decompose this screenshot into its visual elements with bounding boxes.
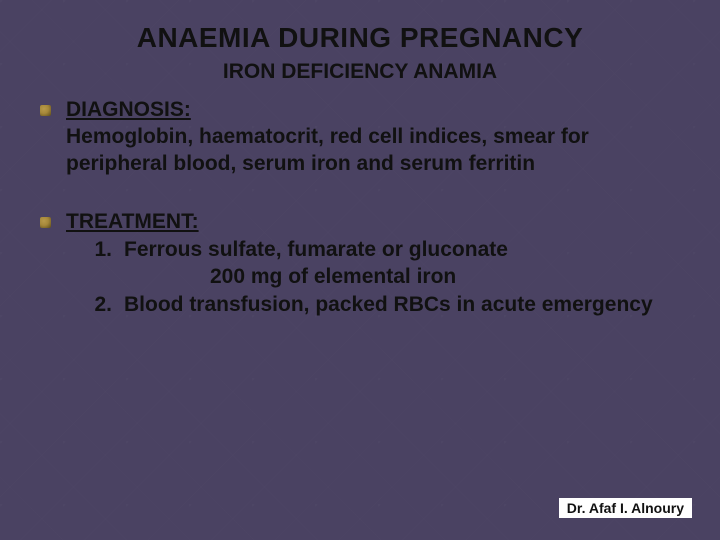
list-item: 1. Ferrous sulfate, fumarate or gluconat… [90,236,680,264]
list-subline: 200 mg of elemental iron [90,263,680,291]
author-badge: Dr. Afaf I. Alnoury [559,498,692,518]
treatment-heading: TREATMENT: [66,210,680,234]
list-text: Blood transfusion, packed RBCs in acute … [124,291,680,319]
bullet-icon [40,217,51,228]
list-text: Ferrous sulfate, fumarate or gluconate [124,236,680,264]
diagnosis-block: DIAGNOSIS: Hemoglobin, haematocrit, red … [66,98,680,178]
list-item: 2. Blood transfusion, packed RBCs in acu… [90,291,680,319]
list-number: 1. [90,236,124,264]
diagnosis-heading: DIAGNOSIS: [66,98,680,122]
bullet-icon [40,105,51,116]
treatment-block: TREATMENT: 1. Ferrous sulfate, fumarate … [66,210,680,319]
slide-subtitle: IRON DEFICIENCY ANAMIA [40,60,680,84]
diagnosis-text: Hemoglobin, haematocrit, red cell indice… [66,124,680,178]
content-area: DIAGNOSIS: Hemoglobin, haematocrit, red … [40,98,680,319]
list-number: 2. [90,291,124,319]
treatment-list: 1. Ferrous sulfate, fumarate or gluconat… [66,236,680,319]
slide-title: ANAEMIA DURING PREGNANCY [40,22,680,54]
